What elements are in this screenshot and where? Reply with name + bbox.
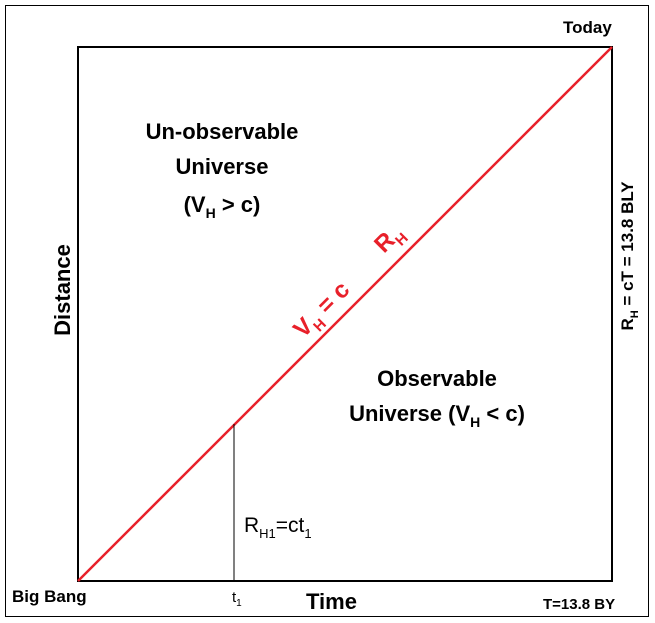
unobservable-condition: (VH > c) xyxy=(184,192,261,221)
figure-frame xyxy=(5,5,649,617)
x-axis-title: Time xyxy=(306,589,357,614)
unobservable-line1: Un-observable xyxy=(146,119,299,144)
total-time-label: T=13.8 BY xyxy=(543,596,615,613)
hubble-radius-line xyxy=(77,46,613,582)
today-label: Today xyxy=(563,18,612,37)
y-axis-title: Distance xyxy=(50,244,75,336)
big-bang-label: Big Bang xyxy=(12,587,87,606)
rh1-label: RH1=ct1 xyxy=(244,514,312,541)
t1-tick-label: t1 xyxy=(232,589,242,609)
observable-line2: Universe (VH < c) xyxy=(349,401,525,430)
observable-line1: Observable xyxy=(377,366,497,391)
right-axis-label: RH = cT = 13.8 BLY xyxy=(618,181,641,331)
plot-box xyxy=(77,46,613,582)
unobservable-line2: Universe xyxy=(176,154,269,179)
